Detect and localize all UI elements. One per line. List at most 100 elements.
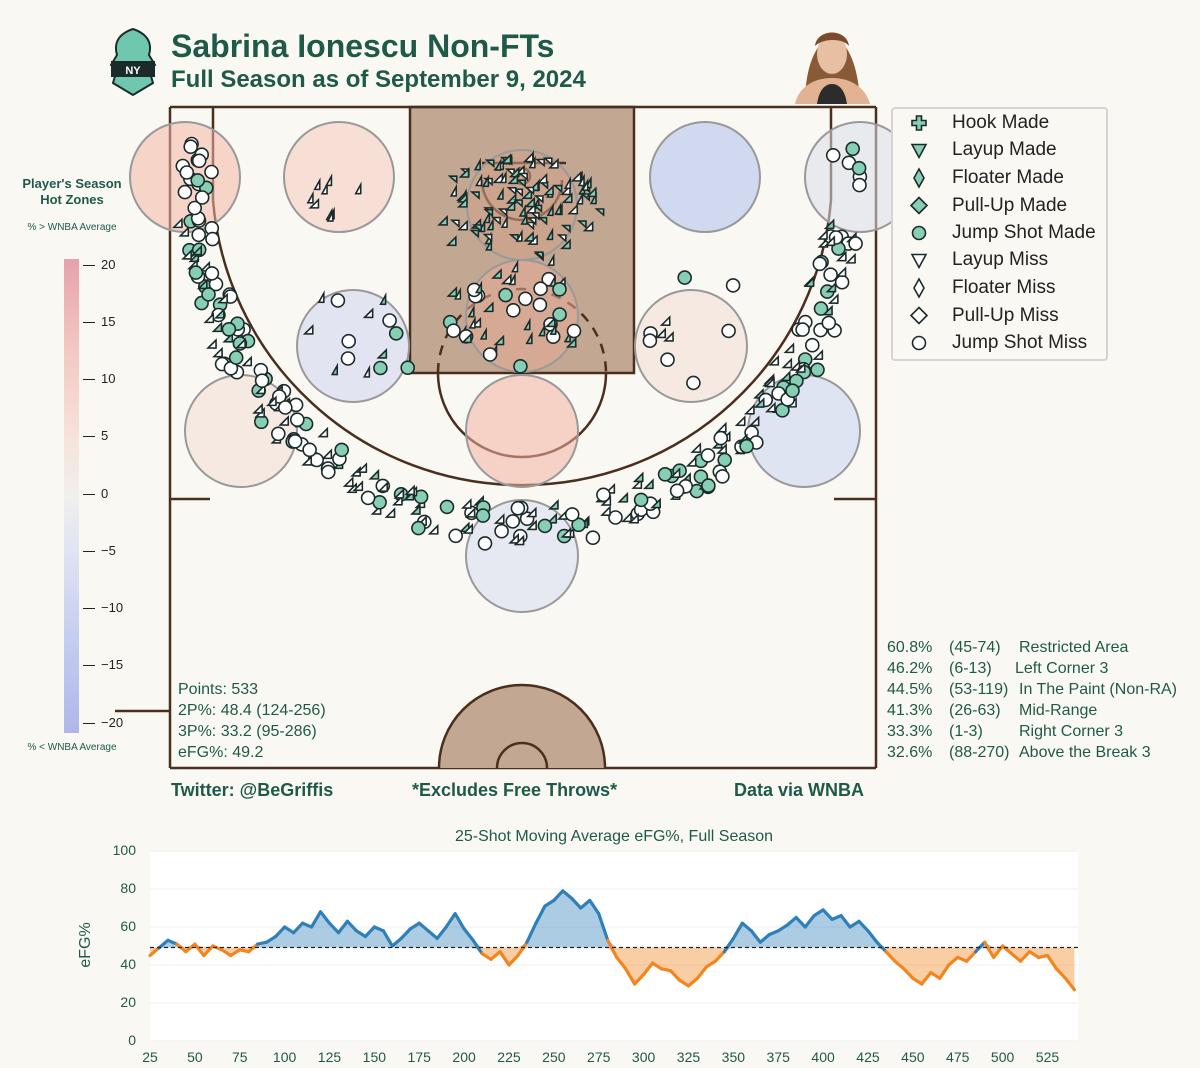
colorbar-tick: 20 xyxy=(101,257,116,272)
legend-label: Floater Made xyxy=(952,167,1064,188)
shot-marker xyxy=(334,442,350,458)
shot-marker xyxy=(537,518,553,534)
shot-marker xyxy=(221,321,237,337)
shot-marker xyxy=(576,191,584,205)
series-segment xyxy=(516,940,529,958)
series-segment xyxy=(893,959,906,971)
shot-marker xyxy=(547,157,559,169)
shot-marker xyxy=(469,229,480,239)
shot-marker xyxy=(529,212,540,221)
shot-marker xyxy=(212,346,223,358)
shot-marker xyxy=(278,415,290,426)
series-segment xyxy=(740,921,753,933)
team-logo: NY xyxy=(109,27,157,97)
shot-marker xyxy=(560,238,571,250)
shot-marker xyxy=(181,248,192,260)
shot-marker xyxy=(500,215,508,228)
shot-marker xyxy=(206,338,217,349)
shot-marker xyxy=(518,291,533,307)
series-segment xyxy=(354,929,367,939)
series-segment xyxy=(453,912,466,931)
colorbar xyxy=(64,259,79,733)
shot-marker xyxy=(781,357,793,369)
series-segment xyxy=(1009,951,1023,963)
series-segment xyxy=(695,965,709,980)
shot-marker xyxy=(817,229,828,240)
colorbar-tick: 0 xyxy=(101,486,109,501)
shot-marker xyxy=(700,448,716,463)
x-tick-label: 125 xyxy=(317,1049,342,1065)
x-tick-label: 50 xyxy=(187,1049,203,1065)
x-tick-label: 25 xyxy=(142,1049,158,1065)
shot-marker xyxy=(567,203,579,215)
shot-marker xyxy=(546,227,554,241)
shot-marker xyxy=(848,236,863,251)
series-segment xyxy=(283,925,296,935)
shot-marker xyxy=(384,507,396,518)
shot-marker xyxy=(515,179,526,189)
shot-marker xyxy=(547,253,555,266)
series-segment xyxy=(650,961,664,971)
shot-marker xyxy=(460,332,472,344)
shot-marker xyxy=(566,323,582,339)
series-segment xyxy=(184,942,197,954)
shot-marker xyxy=(650,497,661,509)
shot-marker xyxy=(468,315,476,329)
shot-marker xyxy=(523,317,531,331)
shot-marker xyxy=(228,350,244,365)
shot-marker xyxy=(187,200,202,216)
series-segment xyxy=(956,955,969,963)
shot-marker xyxy=(513,534,525,546)
shot-marker xyxy=(388,326,404,341)
hot-zone-right-elbow xyxy=(634,289,748,403)
shot-marker xyxy=(655,327,667,339)
shot-marker xyxy=(194,190,210,205)
shot-marker xyxy=(632,471,644,483)
shot-marker xyxy=(561,192,573,204)
shot-marker xyxy=(715,421,727,433)
shot-marker xyxy=(508,272,516,286)
zone-row: 60.8% (45-74) Restricted Area xyxy=(887,639,1129,656)
legend-marker xyxy=(913,167,925,189)
shot-marker xyxy=(330,293,346,308)
x-tick-label: 325 xyxy=(676,1049,701,1065)
shot-marker xyxy=(617,491,629,503)
shot-marker xyxy=(277,400,293,415)
shot-marker xyxy=(812,256,828,272)
shot-marker xyxy=(183,139,198,154)
series-segment xyxy=(624,967,637,986)
shot-marker xyxy=(525,331,533,345)
zone-row: 41.3% (26-63) Mid-Range xyxy=(887,702,1098,719)
shot-marker xyxy=(317,290,325,304)
series-segment xyxy=(265,934,278,944)
shot-marker xyxy=(821,315,837,331)
series-segment xyxy=(318,910,332,925)
shot-marker xyxy=(521,188,533,200)
shot-marker xyxy=(823,267,838,283)
shot-marker xyxy=(326,208,334,222)
shot-marker xyxy=(350,465,361,477)
series-segment xyxy=(229,948,242,958)
x-tick-label: 175 xyxy=(407,1049,431,1065)
shot-marker xyxy=(204,266,220,281)
shot-marker xyxy=(546,203,554,217)
series-segment xyxy=(776,923,789,933)
shot-marker xyxy=(533,195,544,204)
series-segment xyxy=(615,955,628,971)
legend-marker xyxy=(909,306,929,325)
legend-marker xyxy=(911,335,927,351)
colorbar-tick: −10 xyxy=(101,600,124,615)
shot-marker xyxy=(486,217,494,231)
shot-marker xyxy=(213,307,225,319)
series-segment xyxy=(489,950,502,961)
shot-marker xyxy=(507,173,519,185)
series-segment xyxy=(193,942,206,958)
shot-marker xyxy=(685,455,697,467)
shot-marker xyxy=(824,235,836,247)
shot-marker xyxy=(517,172,528,182)
shot-marker xyxy=(321,448,333,460)
series-segment xyxy=(677,978,691,988)
shot-marker xyxy=(496,186,504,200)
shot-marker xyxy=(483,208,494,218)
shot-marker xyxy=(822,304,833,316)
